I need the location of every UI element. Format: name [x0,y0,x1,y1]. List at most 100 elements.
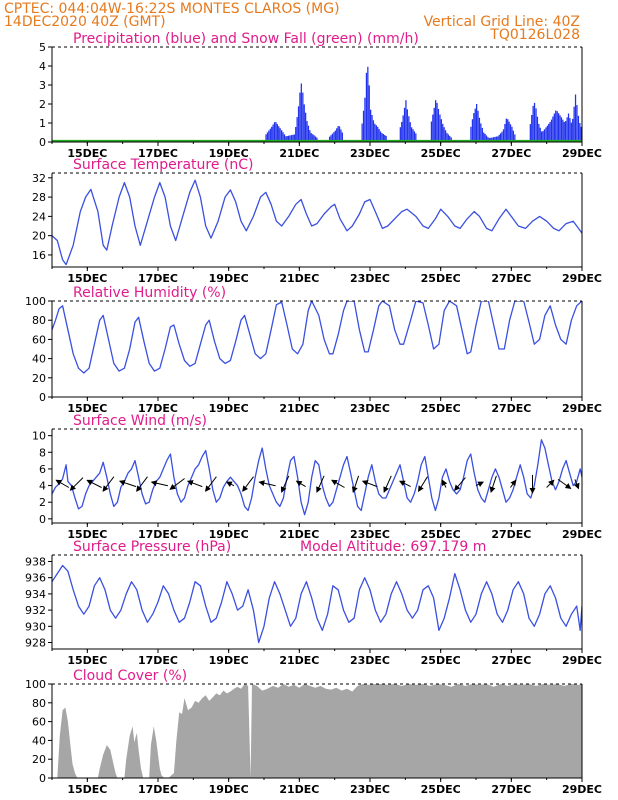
precip-bar [560,117,563,142]
precip-bar [275,122,277,142]
x-tick-label: 17DEC [138,528,178,541]
x-tick-label: 21DEC [279,783,319,796]
precip-bar [471,119,474,142]
y-tick-label: 32 [32,172,46,185]
precip-bar [378,129,380,142]
precip-bar [430,121,433,142]
precip-bar [490,137,492,142]
x-tick-label: 29DEC [562,272,602,285]
wind-arrow [102,476,115,492]
precip-bar [512,130,514,142]
x-tick-label: 21DEC [279,147,319,160]
y-tick-label: 20 [32,372,46,385]
x-tick-label: 25DEC [421,272,461,285]
wind-arrow [258,480,276,487]
precip-bar [573,106,575,142]
precip-bar [289,135,291,142]
precip-bar [312,134,314,142]
precip-bar [536,116,539,142]
precip-bar [290,135,293,142]
x-tick-label: 23DEC [350,528,390,541]
precip-bar [401,121,403,142]
wind-arrow [295,480,306,488]
wind-arrow [454,477,466,491]
precip-bar [508,121,510,142]
precip-bar [495,136,498,142]
precip-bar [331,133,334,142]
x-tick-label: 27DEC [491,402,531,415]
precip-bar [574,94,577,142]
panel-temp: Surface Temperature (nC) 16 20 24 28 32 15DEC 1… [32,157,602,285]
precip-bar [566,117,568,142]
precip-bar [269,128,271,142]
precip-bar [337,126,339,142]
precip-bar [542,131,544,142]
panel-title-wind: Surface Wind (m/s) [73,413,207,429]
precip-bar [446,132,448,142]
precip-bar [484,134,486,142]
precip-bar [273,122,276,142]
precip-bar [367,66,369,142]
precip-bar [531,115,533,142]
precip-bar [474,108,476,142]
precip-bar [409,122,411,142]
y-tick-label: 5 [39,41,46,54]
precip-bar [432,114,434,142]
wind-arrow [86,479,102,488]
precip-bar [579,123,581,142]
precip-bar [313,135,315,142]
y-tick-label: 928 [25,637,46,650]
precip-bar [565,121,567,142]
wind-line [52,439,582,516]
y-tick-label: 40 [32,353,46,366]
x-tick-label: 17DEC [138,147,178,160]
precip-bar [372,120,375,142]
wind-arrow [225,481,235,488]
y-tick-label: 80 [32,697,46,710]
panel-annotation-pressure: Model Altitude: 697.179 m [300,539,486,555]
wind-arrow [509,479,517,488]
precip-bar [309,130,311,142]
precip-bar [505,118,507,142]
x-tick-label: 29DEC [562,528,602,541]
x-tick-label: 27DEC [491,528,531,541]
y-tick-label: 16 [32,249,46,262]
y-tick-label: 3 [39,79,46,92]
x-tick-label: 23DEC [350,147,390,160]
precip-bar [292,134,294,142]
precip-bar [546,125,548,142]
header-run-time: 14DEC2020 40Z (GMT) [4,14,166,30]
precip-bar [576,105,578,142]
precip-bar [437,108,440,142]
wind-arrow [557,478,572,489]
precip-bar [385,136,387,142]
y-tick-label: 20 [32,753,46,766]
precip-bar [282,132,284,142]
x-tick-label: 19DEC [209,528,249,541]
x-tick-label: 23DEC [350,654,390,667]
y-tick-label: 938 [25,555,46,568]
precip-bar [494,136,496,142]
precip-bar [377,126,379,142]
wind-arrow [351,475,360,493]
precip-bar [336,128,338,142]
precip-bar [444,130,447,142]
precip-bar [550,119,553,142]
precip-bar [295,127,297,142]
x-tick-label: 19DEC [209,402,249,415]
x-tick-label: 27DEC [491,147,531,160]
wind-arrow [361,480,378,488]
y-tick-label: 934 [25,588,46,601]
x-tick-label: 19DEC [209,147,249,160]
x-tick-label: 15DEC [67,654,107,667]
x-tick-label: 19DEC [209,783,249,796]
precip-bar [473,113,475,142]
precip-bar [500,133,502,142]
panel-pressure: Surface Pressure (hPa) Model Altitude: 69… [25,539,602,667]
x-tick-label: 29DEC [562,783,602,796]
precip-bar [297,106,300,142]
x-tick-label: 27DEC [491,783,531,796]
wind-arrow [475,481,484,488]
wind-arrow [280,475,290,493]
pressure-line [52,564,582,644]
